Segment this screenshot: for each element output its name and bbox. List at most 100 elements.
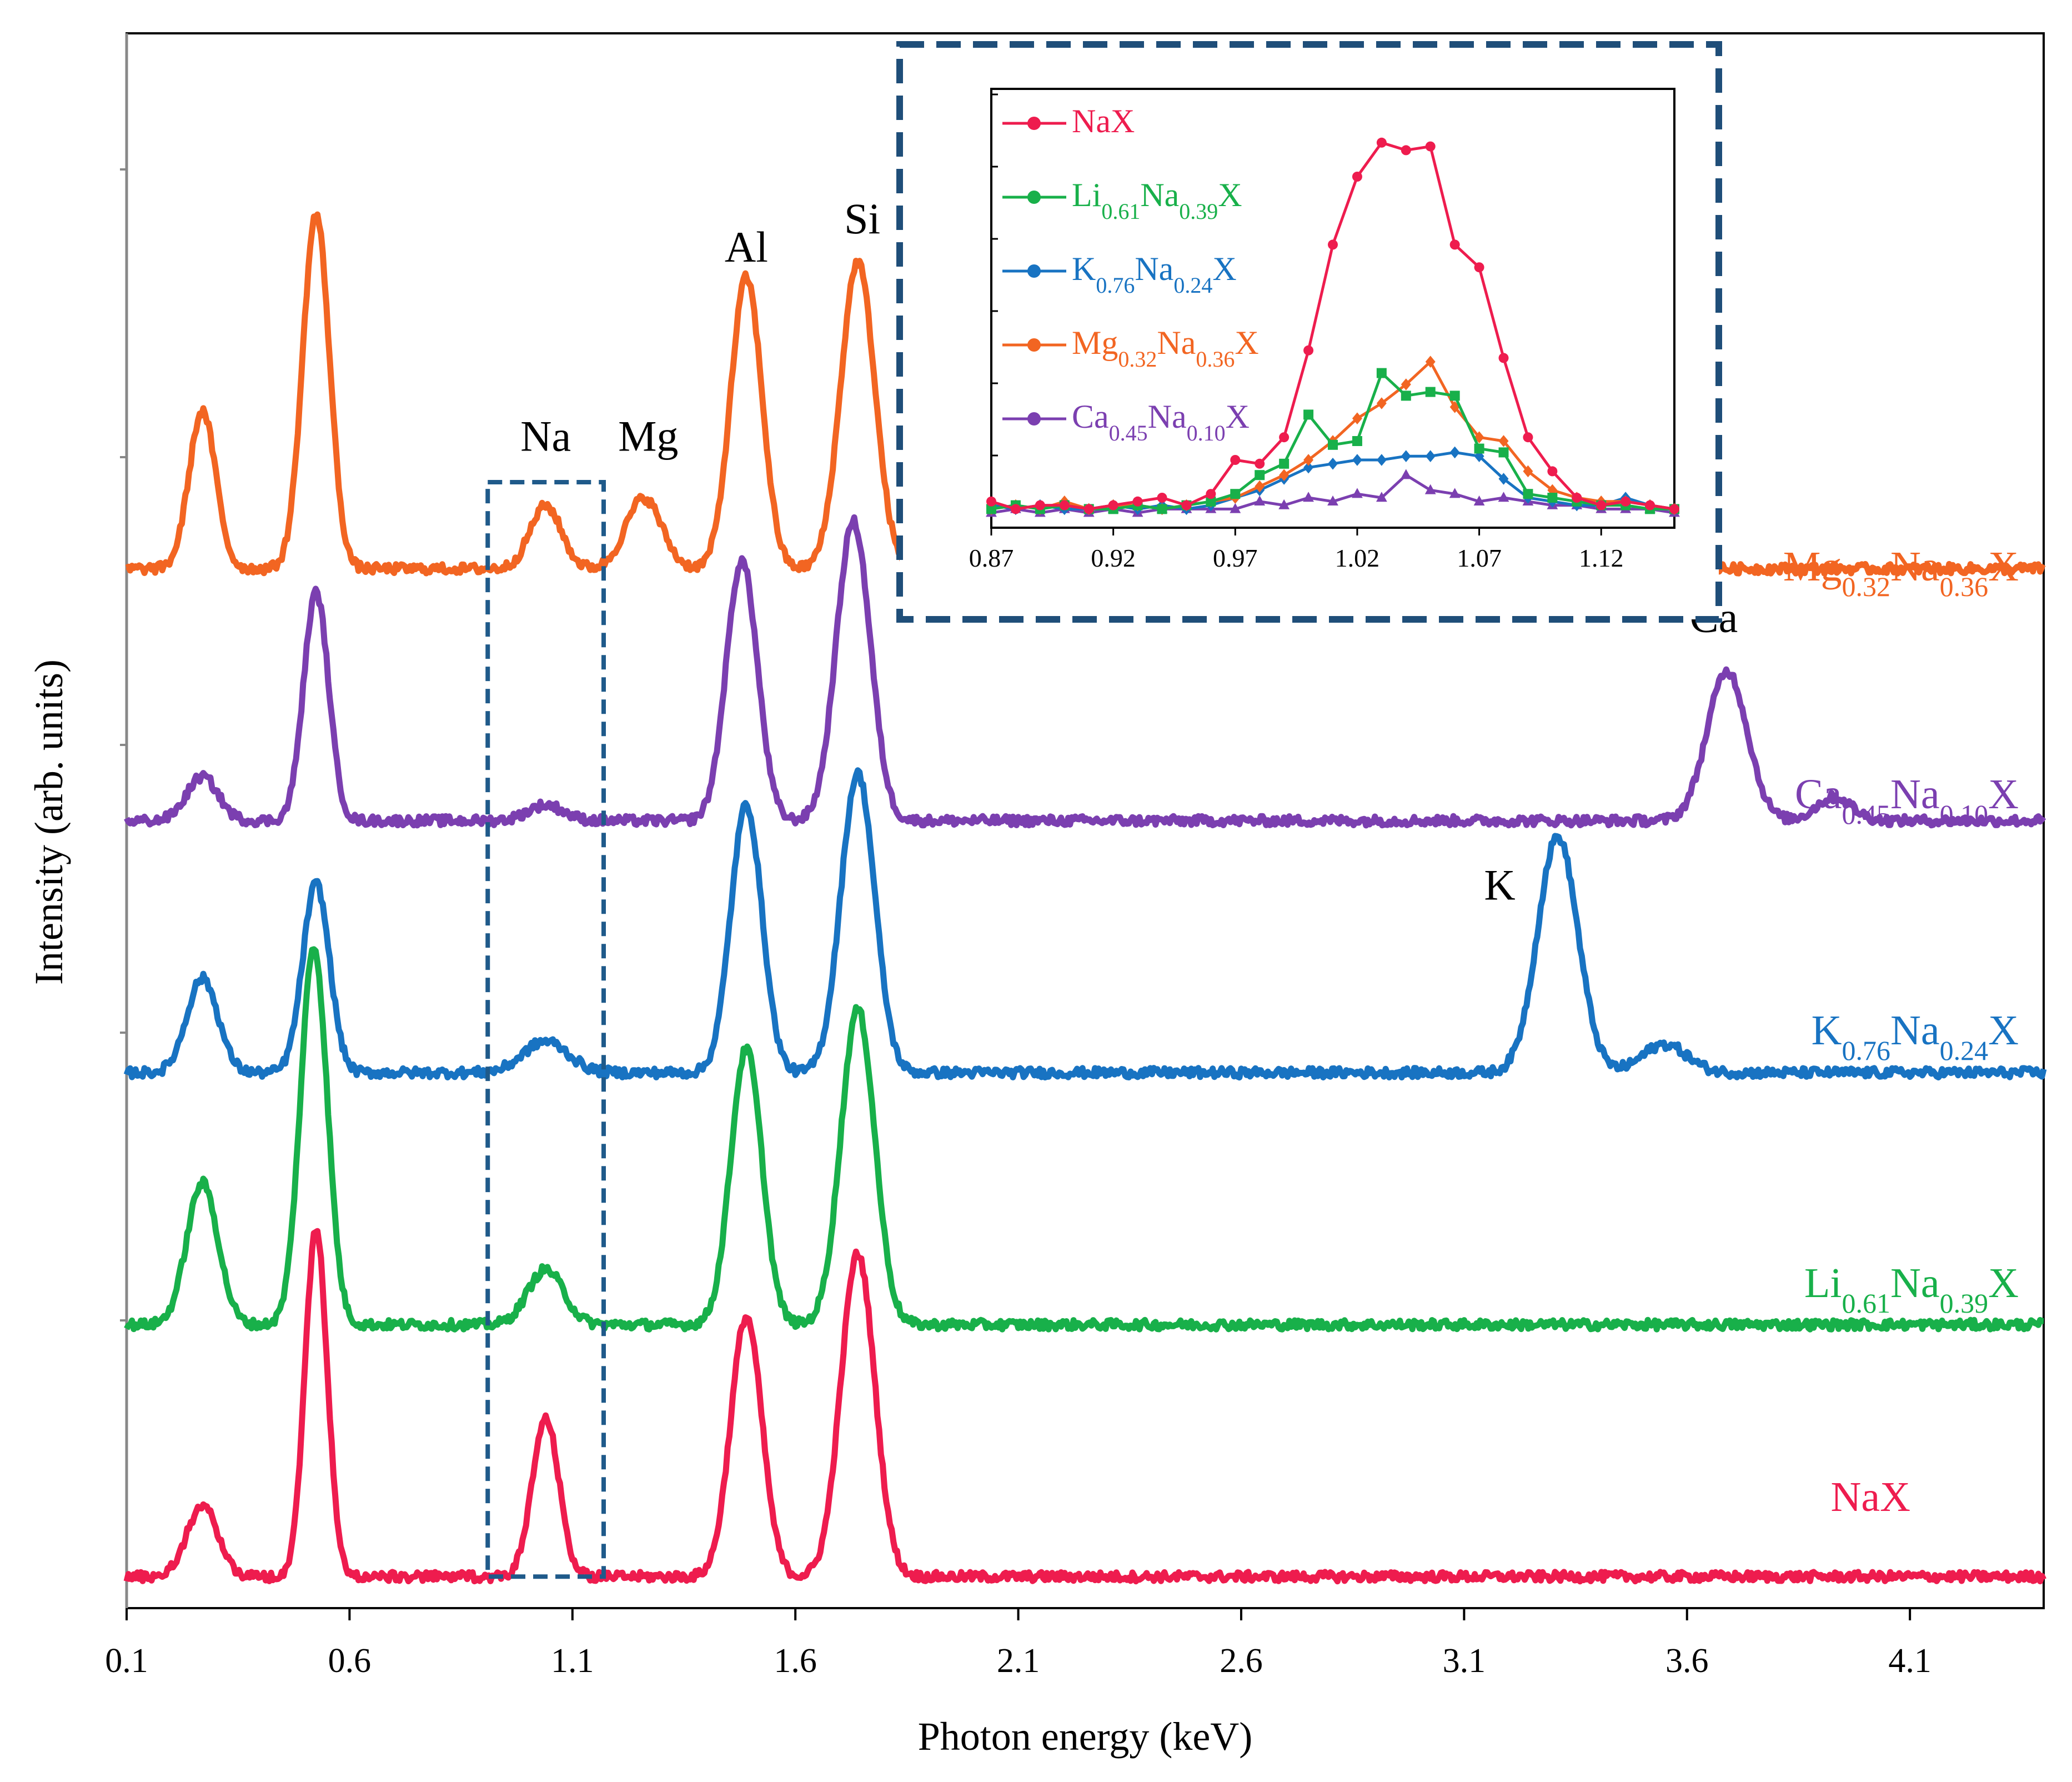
inset-point-1	[1303, 409, 1314, 420]
inset-point-4	[1376, 492, 1387, 502]
inset-point-2	[1498, 473, 1509, 485]
x-tick-label: 1.1	[551, 1642, 594, 1680]
x-tick-label: 4.1	[1888, 1642, 1931, 1680]
inset-point-0	[1498, 353, 1509, 363]
inset-point-3	[1425, 356, 1436, 368]
inset-point-2	[1401, 450, 1411, 462]
inset-point-2	[1328, 458, 1338, 470]
x-axis-title: Photon energy (keV)	[918, 1714, 1253, 1759]
inset-legend-label-3: Mg0.32Na0.36X	[1072, 324, 1259, 372]
inset-point-4	[1424, 484, 1436, 494]
na-region-box	[485, 479, 606, 1579]
inset-point-1	[1425, 387, 1436, 397]
inset-x-tick-label: 0.92	[1091, 544, 1136, 572]
spectrum-line-2	[123, 767, 2047, 1081]
inset-point-1	[1498, 447, 1509, 458]
inset-point-0	[1669, 504, 1679, 514]
peak-label-si: Si	[844, 194, 880, 243]
inset-point-3	[1352, 412, 1362, 424]
inset-point-1	[1255, 470, 1265, 480]
inset-point-2	[1425, 450, 1436, 462]
inset-point-0	[1181, 500, 1192, 510]
inset-point-4	[1400, 469, 1412, 479]
series-label-4: Mg0.32Na0.36X	[1783, 543, 2019, 602]
inset-x-tick-label: 1.07	[1457, 544, 1502, 572]
inset-point-0	[1523, 432, 1533, 443]
inset-point-3	[1523, 465, 1533, 478]
inset-point-1	[1449, 391, 1460, 401]
inset-x-tick-label: 1.02	[1335, 544, 1380, 572]
x-tick-label: 1.6	[774, 1642, 817, 1680]
inset-point-1	[1328, 439, 1338, 450]
inset-point-1	[1401, 391, 1411, 401]
inset-frame	[990, 88, 1675, 529]
inset-point-0	[1108, 500, 1118, 510]
inset-point-0	[1547, 466, 1558, 477]
inset-legend-label-2: K0.76Na0.24X	[1072, 251, 1237, 298]
inset-point-3	[1279, 469, 1290, 481]
spectrum-line-1	[124, 946, 2045, 1333]
inset-point-0	[1352, 172, 1362, 182]
inset-point-3	[1303, 454, 1314, 466]
inset-point-0	[1206, 489, 1216, 499]
inset-legend-marker	[1027, 117, 1041, 130]
inset-point-4	[1303, 492, 1314, 502]
inset-point-4	[1278, 499, 1290, 509]
series-label-1: Li0.61Na0.39X	[1804, 1260, 2019, 1319]
inset-point-0	[1083, 504, 1094, 514]
inset-point-2	[1352, 454, 1362, 466]
inset-point-1	[1547, 493, 1558, 503]
inset-point-4	[1473, 495, 1485, 505]
inset-point-0	[1401, 145, 1411, 156]
inset-point-4	[1352, 488, 1363, 498]
inset-point-0	[1010, 504, 1021, 514]
inset-point-0	[1035, 500, 1045, 510]
inset-point-4	[1230, 503, 1241, 513]
spectrum-line-0	[123, 1228, 2046, 1585]
inset-x-tick-label: 1.12	[1579, 544, 1624, 572]
inset-point-3	[1498, 435, 1509, 447]
inset-point-2	[1303, 461, 1314, 474]
inset-x-tick-label: 0.87	[969, 544, 1014, 572]
inset-point-1	[1230, 489, 1241, 499]
inset-point-1	[1523, 489, 1533, 499]
series-label-2: K0.76Na0.24X	[1812, 1007, 2019, 1066]
inset-point-0	[1059, 500, 1070, 510]
inset-x-tick-label: 0.97	[1213, 544, 1258, 572]
inset-point-0	[1157, 493, 1167, 503]
inset-point-0	[1645, 500, 1655, 510]
spectrum-line-3	[124, 514, 2046, 829]
peak-label-k: K	[1484, 860, 1515, 909]
inset-point-0	[1376, 137, 1387, 148]
x-tick-label: 0.6	[328, 1642, 372, 1680]
inset-point-4	[1254, 495, 1266, 505]
inset-point-0	[1572, 493, 1582, 503]
inset-point-1	[1474, 443, 1484, 454]
inset-point-2	[1376, 454, 1387, 466]
inset-point-3	[1255, 480, 1265, 493]
inset-legend-marker	[1027, 264, 1041, 278]
x-tick-label: 0.1	[105, 1642, 148, 1680]
x-tick-label: 3.1	[1443, 1642, 1486, 1680]
inset-legend-label-4: Ca0.45Na0.10X	[1072, 398, 1250, 446]
inset-point-1	[1376, 368, 1387, 378]
inset-legend-marker	[1027, 412, 1041, 426]
x-tick-label: 3.6	[1665, 1642, 1709, 1680]
inset-point-4	[1449, 488, 1461, 498]
inset-point-1	[1352, 436, 1362, 446]
inset-point-2	[1449, 446, 1460, 459]
inset-point-0	[986, 496, 996, 507]
inset-plot: 0.87 0.92 0.97 1.02 1.07 1.12 NaX Li0.61Na0.39X…	[896, 41, 1722, 623]
inset-point-0	[1279, 432, 1290, 443]
main-plot: 0.1 0.6 1.1 1.6 2.1 2.6 3.1 3.6 4.1 Photon energy…	[27, 32, 2047, 1759]
inset-point-0	[1328, 239, 1338, 250]
x-tick-label: 2.1	[997, 1642, 1040, 1680]
series-label-3: Ca0.45Na0.10X	[1795, 771, 2019, 830]
inset-point-0	[1303, 345, 1314, 356]
inset-point-1	[1206, 496, 1216, 507]
inset-legend-label-0: NaX	[1072, 103, 1135, 139]
x-tick-label: 2.6	[1220, 1642, 1263, 1680]
inset-point-4	[1327, 495, 1338, 505]
inset-point-0	[1474, 262, 1484, 273]
y-axis-title: Intensity (arb. units)	[27, 659, 71, 985]
